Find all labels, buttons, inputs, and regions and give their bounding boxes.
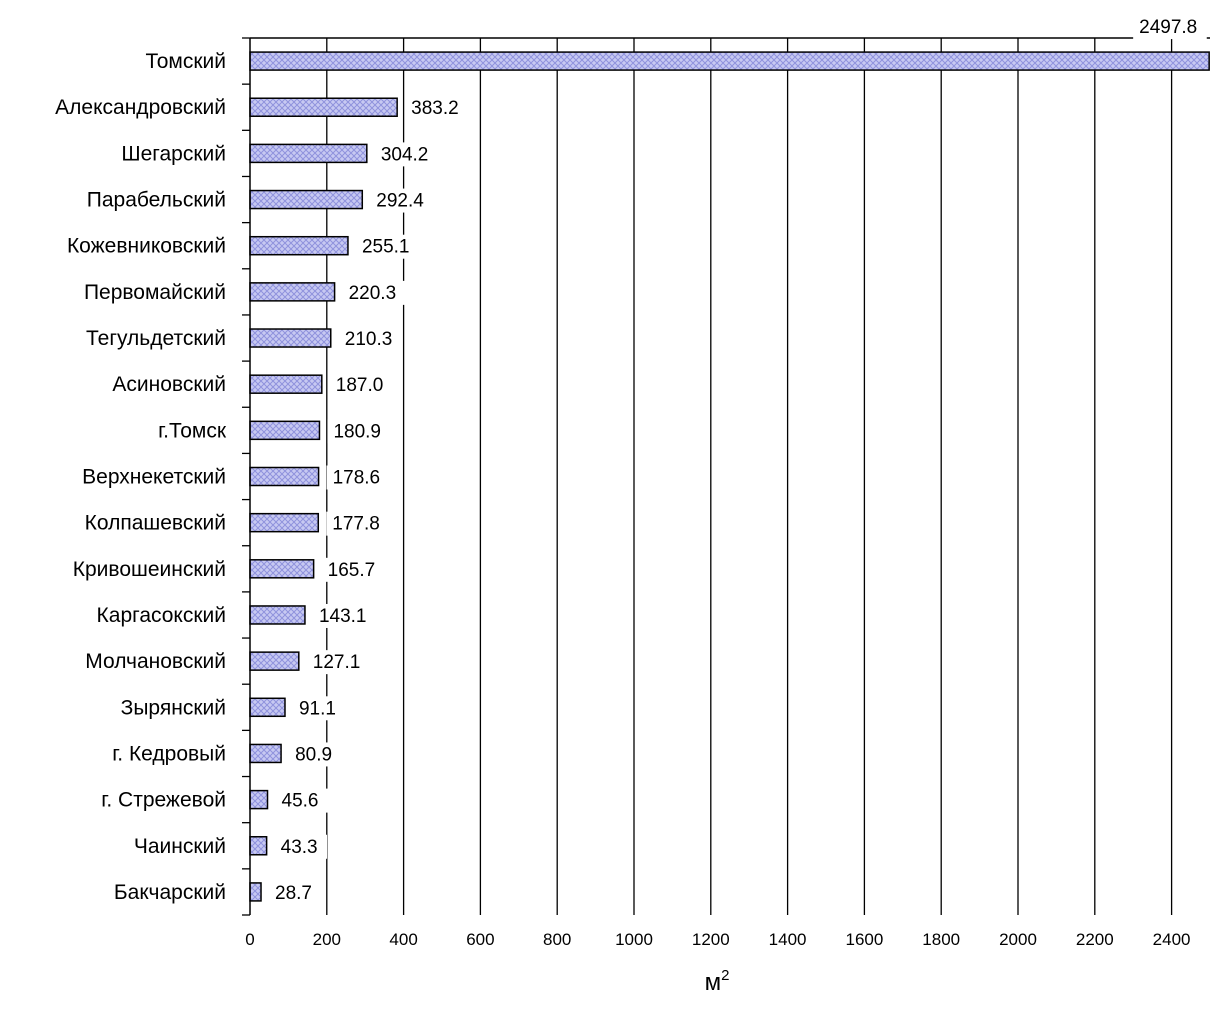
x-tick-label: 2400 [1153, 930, 1191, 949]
data-label-bg [355, 234, 419, 259]
x-tick-label: 1800 [922, 930, 960, 949]
category-label: Асиновский [112, 373, 226, 396]
category-label: Кривошеинский [73, 558, 226, 581]
data-label-bg [329, 373, 393, 398]
data-label-bg [1133, 15, 1207, 40]
data-label: 2497.8 [1139, 17, 1197, 38]
bar-18 [249, 836, 268, 856]
x-tick-label: 600 [466, 930, 494, 949]
category-label: Верхнекетский [82, 466, 226, 489]
data-label-bg [306, 650, 370, 675]
data-label-bg [326, 465, 390, 490]
category-label: Парабельский [87, 189, 226, 212]
x-tick-label: 1000 [615, 930, 653, 949]
data-label: 165.7 [328, 560, 376, 581]
data-label-bg [405, 96, 469, 121]
bar-1 [249, 51, 1210, 71]
data-label-bg [326, 511, 390, 536]
data-label: 292.4 [376, 191, 424, 212]
data-label: 43.3 [281, 837, 318, 858]
bar-4 [249, 189, 364, 210]
x-tick-label: 1400 [769, 930, 807, 949]
category-label: Кожевниковский [67, 235, 226, 258]
x-tick-label: 200 [313, 930, 341, 949]
data-label: 127.1 [313, 652, 361, 673]
category-label: г. Кедровый [112, 742, 226, 765]
data-label-bg [275, 788, 328, 813]
bar-6 [249, 282, 336, 302]
data-label: 143.1 [319, 606, 367, 627]
data-label: 304.2 [381, 144, 429, 165]
axes [242, 37, 1210, 916]
bar-7 [249, 328, 332, 348]
x-tick-label: 0 [245, 930, 254, 949]
bar-12 [249, 559, 315, 579]
bar-10 [249, 466, 320, 487]
x-tick-label: 800 [543, 930, 571, 949]
gridlines [326, 38, 1173, 915]
x-axis-title: м2 [705, 967, 730, 996]
category-label: Шегарский [121, 142, 226, 165]
bar-2 [249, 97, 398, 117]
data-label: 255.1 [362, 237, 410, 258]
category-label: Чаинский [134, 835, 226, 858]
data-label-bg [289, 742, 342, 767]
x-tick-label: 2200 [1076, 930, 1114, 949]
category-label: Зырянский [121, 696, 226, 719]
bar-14 [249, 651, 300, 671]
data-label: 180.9 [333, 421, 381, 442]
data-label-bg [342, 280, 406, 305]
bar-11 [249, 512, 320, 533]
data-label: 178.6 [333, 468, 381, 489]
x-tick-label: 2000 [999, 930, 1037, 949]
bar-3 [249, 143, 368, 164]
category-label: Александровский [55, 96, 226, 119]
data-label: 177.8 [332, 514, 380, 535]
bar-5 [249, 235, 349, 256]
category-label: Первомайский [84, 281, 226, 304]
x-tick-label: 1200 [692, 930, 730, 949]
bar-15 [249, 697, 286, 718]
data-label-bg [269, 880, 322, 905]
data-label: 80.9 [295, 744, 332, 765]
data-label: 45.6 [282, 791, 319, 812]
data-label: 91.1 [299, 698, 336, 719]
bar-16 [249, 743, 282, 764]
category-label: г. Стрежевой [101, 789, 226, 812]
data-label-bg [370, 188, 434, 213]
x-tick-label: 400 [389, 930, 417, 949]
data-label-bg [312, 603, 376, 628]
data-label-bg [374, 142, 438, 167]
data-label-bg [338, 327, 402, 352]
x-tick-label: 1600 [845, 930, 883, 949]
data-label-bg [274, 834, 328, 859]
data-label: 28.7 [275, 883, 312, 904]
category-label: Каргасокский [97, 604, 226, 627]
data-label-bg [292, 696, 346, 721]
data-label: 210.3 [345, 329, 393, 350]
bar-19 [249, 882, 262, 902]
labels: Томский 2497.8 Александровский 383.2 Шегарск… [55, 15, 1207, 949]
category-label: Молчановский [85, 650, 226, 673]
category-label: Томский [146, 50, 226, 73]
category-label: Тегульдетский [86, 327, 226, 350]
bar-9 [249, 420, 321, 441]
data-label: 383.2 [411, 98, 459, 119]
data-label-bg [321, 557, 385, 582]
category-label: Бакчарский [114, 881, 226, 904]
bars [249, 51, 1210, 902]
data-label: 187.0 [336, 375, 384, 396]
bar-13 [249, 605, 306, 625]
data-label: 220.3 [349, 283, 397, 304]
category-label: Колпашевский [85, 512, 226, 535]
bar-8 [249, 374, 323, 394]
category-label: г.Томск [158, 419, 227, 442]
data-label-bg [327, 419, 391, 444]
bar-17 [249, 789, 269, 810]
